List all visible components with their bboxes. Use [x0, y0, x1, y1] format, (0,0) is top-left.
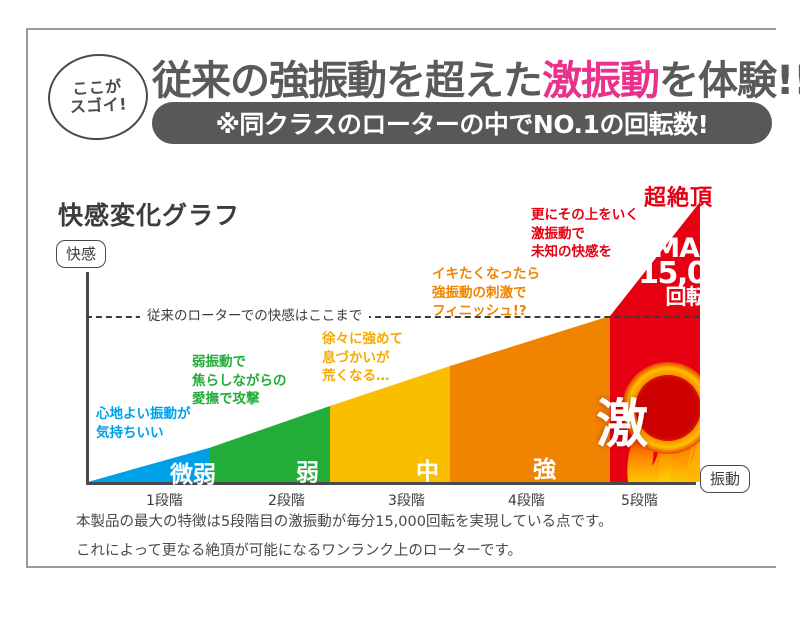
annotation-level-3: 徐々に強めて 息づかいが 荒くなる…	[322, 330, 403, 386]
annotation-3-line-2: 息づかいが	[322, 349, 390, 366]
annotation-5-line-1: 更にその上をいく	[531, 207, 639, 223]
bar-label-4: 強	[533, 457, 556, 483]
bar-segment-1-ramp	[88, 448, 209, 482]
bar-segment-4	[450, 316, 610, 482]
reference-dashed-line	[86, 316, 700, 318]
headline-suffix: を体験!!	[659, 58, 800, 104]
bar-label-5-geki: 激	[596, 395, 649, 455]
koko-ga-sugoi-badge: ここが スゴイ!	[44, 49, 152, 145]
x-tick-1: 1段階	[146, 493, 183, 509]
x-axis-line	[86, 482, 696, 485]
reference-line-label: 従来のローターでの快感はここまで	[140, 304, 370, 324]
max-unit-suffix: 回転	[665, 285, 708, 310]
x-tick-4: 4段階	[508, 493, 545, 509]
annotation-level-2: 弱振動で 焦らしながらの 愛撫で攻撃	[192, 353, 287, 409]
annotation-1-line-2: 気持ちいい	[96, 424, 164, 441]
y-axis-label: 快感	[56, 240, 107, 268]
y-axis-line	[86, 272, 89, 484]
peak-caption: 超絶頂	[644, 186, 714, 211]
badge-line-2: スゴイ!	[69, 94, 128, 117]
max-unit-prefix: 毎分	[627, 263, 638, 284]
x-tick-3: 3段階	[388, 493, 425, 509]
annotation-2-line-2: 焦らしながらの	[192, 372, 287, 389]
headline-highlight: 激振動	[542, 58, 660, 104]
footer-line-1: 本製品の最大の特徴は5段階目の激振動が毎分15,000回転を実現している点です。	[76, 514, 613, 530]
annotation-level-5: 更にその上をいく 激振動で 未知の快感を	[531, 206, 639, 262]
x-axis-label: 振動	[700, 465, 751, 493]
frame-top-rule	[26, 28, 776, 30]
annotation-3-line-3: 荒くなる…	[322, 368, 390, 385]
x-tick-2: 2段階	[268, 493, 305, 509]
flame-effect	[622, 362, 700, 482]
annotation-4-line-3: フィニッシュ!?	[432, 303, 527, 320]
frame-bottom-rule	[26, 566, 776, 568]
max-value-row: 毎分 15,000	[627, 255, 746, 291]
max-rpm-callout: MAX 毎分 15,000 回転	[627, 233, 746, 310]
subtitle-pill: ※同クラスのローターの中でNO.1の回転数!	[152, 102, 772, 144]
bar-label-1: 微弱	[170, 462, 216, 488]
subtitle-text: ※同クラスのローターの中でNO.1の回転数!	[215, 110, 709, 139]
headline: 従来の強振動を超えた激振動を体験!!	[152, 48, 800, 106]
bar-label-3: 中	[416, 459, 439, 485]
frame-left-rule	[26, 28, 28, 568]
max-value: 15,000	[638, 255, 746, 291]
annotation-2-line-1: 弱振動で	[192, 354, 246, 370]
annotation-5-line-2: 激振動で	[531, 225, 585, 242]
chart-title: 快感変化グラフ	[58, 201, 241, 230]
headline-prefix: 従来の強振動を超えた	[152, 58, 543, 104]
ramp-chart-svg	[88, 202, 700, 482]
annotation-level-1: 心地よい振動が 気持ちいい	[96, 405, 191, 442]
annotation-4-line-2: 強振動の刺激で	[432, 284, 527, 301]
annotation-4-line-1: イキたくなったら	[432, 266, 540, 282]
bar-label-2: 弱	[296, 460, 319, 486]
chart-plot-area	[88, 180, 700, 484]
footer-description: 本製品の最大の特徴は5段階目の激振動が毎分15,000回転を実現している点です。…	[76, 513, 776, 570]
header-banner: ここが スゴイ! 従来の強振動を超えた激振動を体験!! ※同クラスのローターの中…	[26, 40, 800, 160]
x-tick-5: 5段階	[621, 493, 658, 509]
bar-segment-3	[330, 366, 450, 482]
annotation-2-line-3: 愛撫で攻撃	[192, 391, 260, 408]
annotation-level-4: イキたくなったら 強振動の刺激で フィニッシュ!?	[432, 265, 540, 321]
annotation-1-line-1: 心地よい振動が	[96, 406, 191, 422]
max-label: MAX	[653, 233, 720, 264]
bar-segment-2	[209, 406, 330, 482]
annotation-3-line-1: 徐々に強めて	[322, 331, 403, 347]
footer-line-2: これによって更なる絶頂が可能になるワンランク上のローターです。	[76, 542, 523, 559]
annotation-5-line-3: 未知の快感を	[531, 244, 612, 261]
